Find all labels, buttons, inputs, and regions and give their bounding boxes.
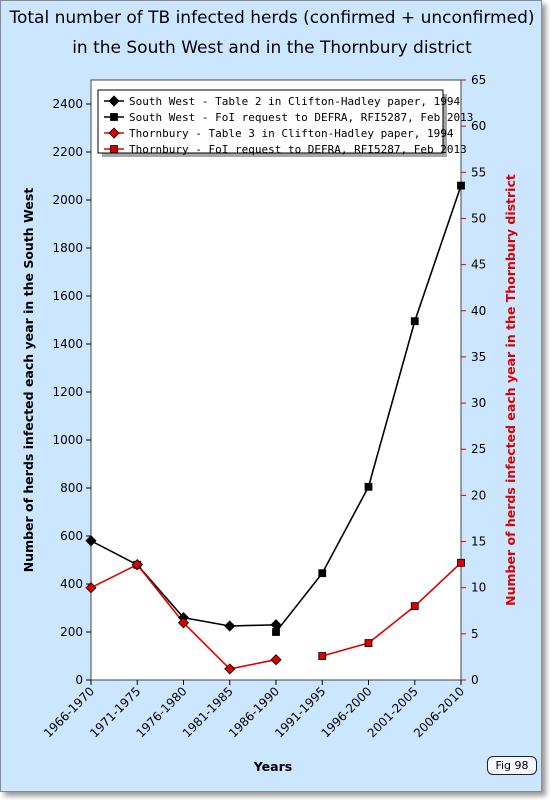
right-axis-tick-label: 5 xyxy=(471,627,479,641)
legend-entry: South West - Table 2 in Clifton-Hadley p… xyxy=(129,95,461,108)
left-axis-tick-label: 2000 xyxy=(52,193,83,207)
data-point xyxy=(131,559,143,571)
left-axis-title: Number of herds infected each year in th… xyxy=(21,188,36,573)
right-axis-tick-label: 50 xyxy=(471,211,486,225)
left-axis-tick-label: 1800 xyxy=(52,241,83,255)
data-point xyxy=(224,663,236,675)
data-point xyxy=(410,317,419,326)
data-point xyxy=(457,558,465,567)
legend-entry: Thornbury - FoI request to DEFRA, RFI528… xyxy=(129,143,467,156)
legend-marker xyxy=(108,95,120,107)
data-point xyxy=(410,602,419,611)
left-axis: 0 200 400 600 800 1000 1200 1400 1600 1800 2000 220… xyxy=(52,97,91,687)
right-axis-tick-label: 40 xyxy=(471,304,486,318)
data-point xyxy=(272,628,280,636)
left-axis-tick-label: 400 xyxy=(60,577,83,591)
left-axis-tick-label: 200 xyxy=(60,625,83,639)
data-point xyxy=(364,639,373,647)
series-markers xyxy=(85,181,465,675)
legend: South West - Table 2 in Clifton-Hadley p… xyxy=(97,89,473,157)
legend-entry: South West - FoI request to DEFRA, RFI52… xyxy=(129,111,473,124)
right-axis-tick-label: 10 xyxy=(471,581,486,595)
left-axis-tick-label: 1200 xyxy=(52,385,83,399)
right-axis-tick-label: 30 xyxy=(471,396,486,410)
right-axis-tick-label: 0 xyxy=(471,673,479,687)
right-axis: 0 5 10 15 20 25 30 35 40 45 50 55 60 65 xyxy=(461,73,486,687)
legend-box xyxy=(97,89,444,154)
right-axis-tick-label: 45 xyxy=(471,258,486,272)
legend-marker xyxy=(108,127,120,139)
right-axis-tick-label: 25 xyxy=(471,442,486,456)
data-point xyxy=(318,652,327,660)
data-point xyxy=(457,181,465,190)
left-axis-tick-label: 1400 xyxy=(52,337,83,351)
chart-title-line-1: Total number of TB infected herds (confi… xyxy=(8,8,534,28)
left-axis-tick-label: 1000 xyxy=(52,433,83,447)
data-point xyxy=(270,654,282,666)
right-axis-tick-label: 15 xyxy=(471,535,486,549)
figure-label: Fig 98 xyxy=(487,756,537,775)
right-axis-tick-label: 60 xyxy=(471,119,486,133)
plot-area xyxy=(90,79,462,681)
data-point xyxy=(85,582,97,594)
left-axis-tick-label: 600 xyxy=(60,529,83,543)
data-point xyxy=(177,617,190,629)
legend-marker xyxy=(110,113,118,121)
left-axis-tick-label: 0 xyxy=(75,673,83,687)
right-axis-tick-label: 20 xyxy=(471,488,486,502)
left-axis-tick-label: 800 xyxy=(60,481,83,495)
series-line xyxy=(322,562,462,657)
data-point xyxy=(85,535,97,547)
left-axis-tick-label: 2400 xyxy=(52,97,83,111)
legend-entry: Thornbury - Table 3 in Clifton-Hadley pa… xyxy=(129,127,454,140)
chart-title-line-2: in the South West and in the Thornbury d… xyxy=(72,38,472,58)
data-point xyxy=(224,620,236,632)
data-point xyxy=(318,569,327,578)
left-axis-tick-label: 1600 xyxy=(52,289,83,303)
right-axis-title: Number of herds infected each year in th… xyxy=(503,174,518,606)
right-axis-tick-label: 35 xyxy=(471,350,486,364)
x-axis-title: Years xyxy=(253,759,292,774)
legend-marker xyxy=(110,145,118,153)
right-axis-tick-label: 55 xyxy=(471,165,486,179)
left-axis-tick-label: 2200 xyxy=(52,145,83,159)
x-axis: 1966-19701971-19751976-19801981-19851986… xyxy=(41,680,467,740)
data-point xyxy=(364,482,373,491)
right-axis-tick-label: 65 xyxy=(471,73,486,87)
